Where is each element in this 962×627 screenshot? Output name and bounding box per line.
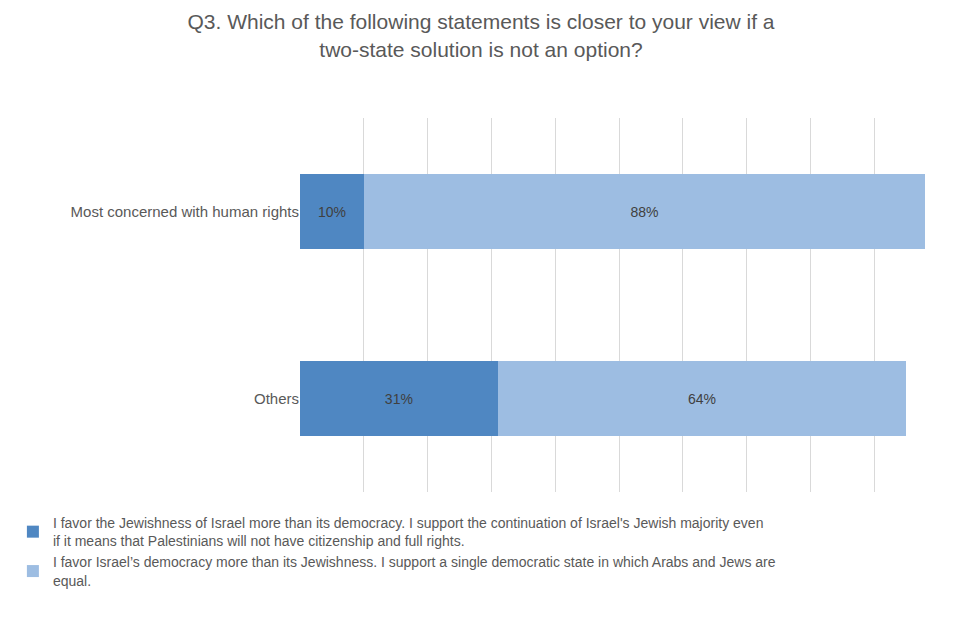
- svg-text:88%: 88%: [631, 204, 659, 220]
- svg-text:Most concerned with human righ: Most concerned with human rights: [71, 203, 299, 220]
- svg-text:I favor the Jewishness of Isra: I favor the Jewishness of Israel more th…: [53, 515, 764, 549]
- svg-text:31%: 31%: [385, 391, 413, 407]
- svg-text:Others: Others: [254, 390, 299, 407]
- svg-text:64%: 64%: [688, 391, 716, 407]
- svg-text:Q3. Which of the following sta: Q3. Which of the following statements is…: [187, 10, 774, 60]
- svg-text:I favor Israel’s democracy mor: I favor Israel’s democracy more than its…: [53, 554, 776, 588]
- svg-text:10%: 10%: [318, 204, 346, 220]
